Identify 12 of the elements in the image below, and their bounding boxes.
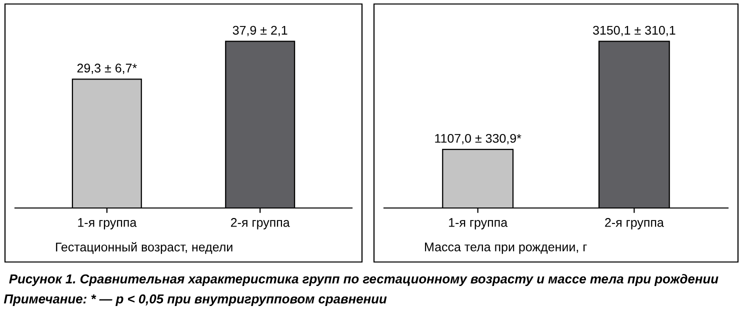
data-label: 37,9 ± 2,1 [232,26,288,36]
x-tick-label: 1-я группа [78,218,137,230]
x-tick-label: 2-я группа [605,218,664,230]
text: Примечание: * — p < 0,05 при внутригрупповом сравнении [4,294,387,306]
text: Рисунок 1. Сравнительная характеристика групп по гестационному возрасту и массе тела при рождении [9,274,718,286]
data-label: 3150,1 ± 310,1 [593,26,676,36]
x-axis-title: Гестационный возраст, недели [56,242,232,254]
data-label: 29,3 ± 6,7* [77,64,137,74]
x-axis-title: Масса тела при рождении, г [425,242,587,254]
x-tick-label: 2-я группа [230,218,290,230]
x-tick-label: 1-я группа [449,218,508,230]
data-label: 1107,0 ± 330,9* [435,134,522,144]
